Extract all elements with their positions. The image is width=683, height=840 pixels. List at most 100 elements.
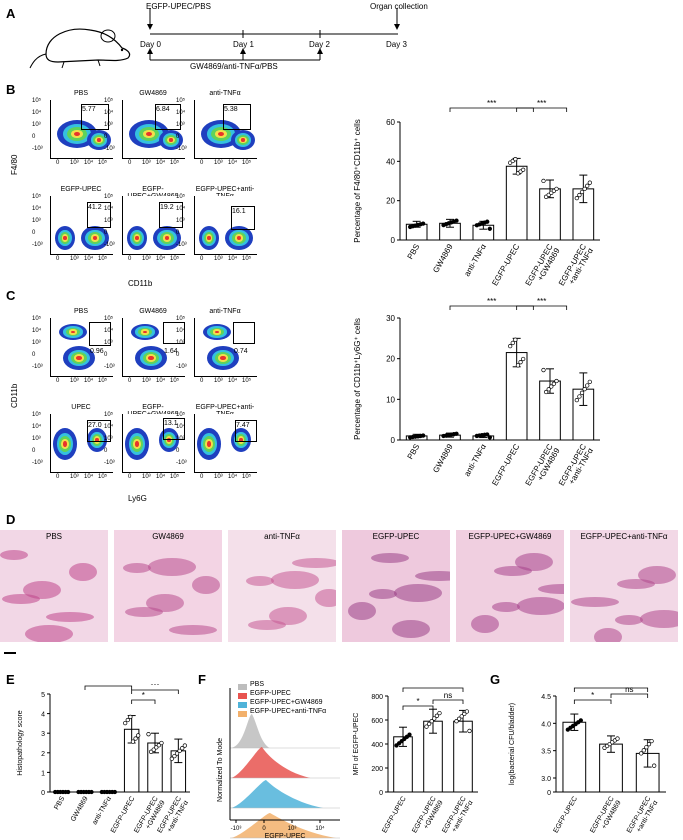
x-tick-label-group: EGFP-UPEC bbox=[490, 442, 521, 487]
y-tick-label: 0 bbox=[391, 436, 396, 445]
data-point bbox=[172, 753, 177, 759]
density-blob bbox=[63, 236, 67, 240]
panel-label-d: D bbox=[6, 512, 16, 527]
data-point bbox=[130, 739, 136, 744]
data-point bbox=[437, 710, 442, 716]
histology-caption: EGFP-UPEC+GW4869 bbox=[468, 532, 552, 541]
facs-plot bbox=[50, 100, 113, 159]
y-tick-label: 200 bbox=[371, 766, 383, 773]
tissue-fold bbox=[348, 602, 376, 620]
facs-gate bbox=[89, 322, 111, 346]
x-tick-label-group: EGFP-UPEC+GW4869 bbox=[524, 242, 562, 287]
facs-gate bbox=[87, 202, 111, 228]
significance-bracket bbox=[432, 699, 464, 704]
data-point bbox=[432, 716, 437, 721]
data-point bbox=[159, 740, 164, 746]
data-point bbox=[128, 714, 133, 720]
x-tick-label-group: anti-TNFα bbox=[462, 442, 488, 478]
tissue-fold bbox=[25, 625, 73, 642]
panel-label-e: E bbox=[6, 672, 15, 687]
significance-label: ns bbox=[444, 691, 452, 700]
facs-plot bbox=[122, 100, 185, 159]
facs-y-tick: 10⁴ bbox=[32, 110, 42, 116]
facs-x-tick: 0 bbox=[200, 474, 204, 480]
x-tick-label: GW4869 bbox=[70, 795, 90, 823]
data-point bbox=[574, 196, 579, 201]
significance-bracket bbox=[131, 689, 179, 694]
data-point bbox=[652, 763, 657, 768]
facs-y-tick: 0 bbox=[32, 134, 36, 140]
x-tick-label: GW4869 bbox=[431, 442, 455, 474]
facs-gate bbox=[163, 322, 185, 344]
density-blob bbox=[207, 441, 211, 447]
facs-x-tick: 10⁴ bbox=[228, 160, 238, 166]
tissue-fold bbox=[0, 550, 28, 560]
facs-gate-value: 6.84 bbox=[156, 106, 170, 113]
data-point bbox=[615, 736, 620, 741]
density-blob bbox=[217, 131, 225, 137]
y-tick-label: 2 bbox=[41, 751, 45, 758]
y-tick-label: 30 bbox=[386, 314, 395, 323]
y-tick-label: 3 bbox=[41, 731, 45, 738]
data-point bbox=[133, 736, 138, 741]
facs-y-tick: 10⁴ bbox=[176, 424, 186, 430]
tissue-fold bbox=[246, 576, 274, 586]
legend-swatch bbox=[238, 693, 247, 699]
data-point bbox=[421, 433, 426, 438]
x-tick-label-group: GW4869 bbox=[431, 442, 455, 474]
data-point bbox=[136, 733, 141, 738]
facs-plot-title: PBS bbox=[73, 90, 88, 97]
legend-label: EGFP-UPEC bbox=[250, 690, 291, 697]
x-tick-label-group: PBS bbox=[53, 795, 66, 811]
facs-gate-value: 0.74 bbox=[234, 348, 248, 355]
x-tick-label-group: EGFP-UPEC bbox=[110, 796, 136, 835]
significance-bracket bbox=[449, 305, 534, 310]
significance-bracket bbox=[610, 693, 649, 698]
facs-y-tick: 10³ bbox=[104, 122, 113, 128]
facs-plot-title: PBS bbox=[73, 308, 88, 315]
histology-image: anti-TNFα bbox=[228, 530, 336, 642]
panel-label-c: C bbox=[6, 288, 16, 303]
histology-image: EGFP-UPEC+anti-TNFα bbox=[570, 530, 678, 642]
facs-y-tick: 10⁵ bbox=[104, 316, 114, 322]
tissue-fold bbox=[148, 558, 196, 576]
legend-swatch bbox=[238, 711, 247, 717]
x-tick-label-group: EGFP-UPEC bbox=[381, 796, 407, 835]
y-tick-label: 10 bbox=[386, 395, 395, 404]
facs-plot bbox=[194, 414, 257, 473]
facs-gate-value: 19.2 bbox=[160, 204, 174, 211]
y-axis-label: Histopathology score bbox=[17, 710, 24, 775]
y-tick-label: 4.5 bbox=[541, 694, 551, 701]
data-point bbox=[66, 789, 71, 795]
x-tick-label-group: PBS bbox=[406, 443, 422, 461]
chart-b-macrophages: 0 20 40 60 Percentage of F4/80⁺CD11b⁺ cells P… bbox=[353, 100, 600, 287]
facs-gate-value: 13.1 bbox=[164, 420, 178, 427]
data-point bbox=[543, 389, 549, 395]
x-tick-label: PBS bbox=[406, 243, 422, 261]
data-point bbox=[554, 186, 559, 192]
facs-y-tick: 10⁵ bbox=[104, 412, 114, 418]
y-axis-label: Percentage of CD11b⁺Ly6G⁺ cells bbox=[353, 318, 362, 440]
histology-image: EGFP-UPEC bbox=[342, 530, 450, 642]
facs-y-tick: -10³ bbox=[176, 242, 187, 248]
significance-bracket bbox=[402, 687, 464, 692]
facs-y-tick: 0 bbox=[176, 230, 180, 236]
y-tick-label: 60 bbox=[386, 118, 395, 127]
tissue-fold bbox=[571, 597, 619, 607]
facs-y-tick: 0 bbox=[32, 230, 36, 236]
data-point bbox=[407, 732, 412, 737]
facs-y-tick: 10⁵ bbox=[32, 194, 42, 200]
facs-y-tick: 10⁵ bbox=[176, 98, 186, 104]
facs-x-tick: 10⁵ bbox=[170, 160, 180, 166]
facs-y-tick: 10⁴ bbox=[104, 110, 114, 116]
x-tick-label: PBS bbox=[53, 795, 66, 811]
timeline-infection-label: EGFP-UPEC/PBS bbox=[146, 2, 211, 11]
data-point bbox=[112, 789, 117, 795]
significance-bracket bbox=[516, 107, 568, 112]
y-tick-label: 600 bbox=[371, 718, 383, 725]
significance-bracket bbox=[516, 305, 568, 310]
x-tick-label-group: EGFP-UPEC bbox=[490, 242, 521, 287]
facs-c-ylabel: CD11b bbox=[10, 383, 19, 408]
facs-x-tick: 10⁵ bbox=[242, 160, 252, 166]
facs-plot bbox=[122, 414, 185, 473]
